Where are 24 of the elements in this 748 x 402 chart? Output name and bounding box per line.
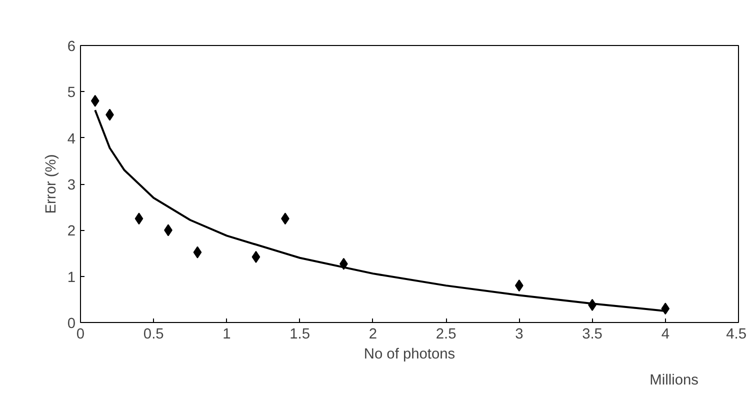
x-tick-label: 4	[661, 326, 670, 342]
x-tick-label: 3	[515, 326, 524, 342]
x-axis-title: No of photons	[364, 346, 456, 362]
point	[252, 250, 260, 263]
point	[193, 246, 202, 258]
y-tick-label: 3	[67, 178, 76, 194]
y-tick-label: 2	[67, 224, 76, 240]
x-tick-label: 1.5	[290, 326, 310, 342]
point	[661, 302, 670, 315]
y-tick-label: 6	[67, 39, 76, 55]
y-tick-label: 4	[67, 131, 76, 148]
x-tick-label: 4.5	[726, 326, 746, 342]
y-tick-label: 5	[67, 85, 76, 102]
y-tick-label: 1	[67, 270, 76, 286]
point	[90, 94, 100, 107]
y-tick-label: 0	[67, 316, 76, 332]
x-tick-label: 0.5	[143, 326, 164, 342]
text: Millions	[650, 372, 699, 388]
x-tick-label: 2.5	[436, 326, 456, 342]
x-tick-label: 2	[368, 326, 378, 342]
x-tick-label: 1	[222, 326, 231, 342]
x-tick-label: 3.5	[582, 326, 602, 342]
point	[134, 212, 144, 225]
y-axis-title: Error (%)	[43, 154, 60, 214]
